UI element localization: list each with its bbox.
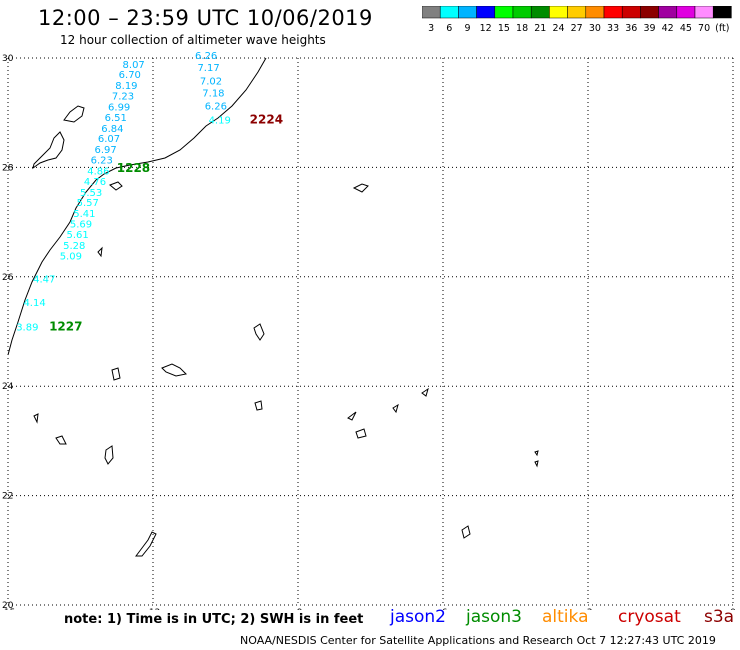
island-j	[33, 413, 39, 424]
legend-label: 33	[607, 23, 619, 34]
legend-label: 15	[498, 23, 510, 34]
satellite-name: jason2	[390, 607, 446, 627]
island-n	[534, 450, 539, 457]
wave-height-value: 5.61	[66, 230, 88, 241]
wave-height-value: 4.47	[33, 274, 55, 285]
island-o	[534, 460, 539, 468]
wave-height-value: 5.41	[73, 209, 95, 220]
canary-island-3	[97, 246, 103, 258]
wave-height-value: 6.84	[101, 124, 123, 135]
island-d	[111, 367, 121, 381]
wave-height-value: 6.07	[98, 134, 120, 145]
lat-tick-label: 30	[2, 54, 14, 64]
lat-tick-label: 28	[2, 163, 14, 173]
lat-lon-grid	[7, 57, 734, 606]
lat-tick-label: 20	[2, 601, 14, 610]
island-g	[355, 428, 367, 439]
island-b	[253, 323, 265, 341]
legend-label: 21	[534, 23, 546, 34]
legend-swatch	[712, 6, 732, 19]
lat-tick-label: 26	[2, 273, 14, 283]
credit-line: NOAA/NESDIS Center for Satellite Applica…	[240, 634, 716, 647]
legend-label: 12	[480, 23, 492, 34]
legend-label: 9	[464, 23, 470, 34]
altimeter-tracks: 8.076.708.197.236.996.516.846.076.976.23…	[16, 51, 283, 333]
wave-height-value: 4.19	[209, 116, 231, 127]
wave-height-value: 7.18	[202, 88, 224, 99]
wave-height-value: 6.26	[195, 51, 217, 62]
legend-label: 18	[516, 23, 528, 34]
wave-height-value: 5.57	[77, 198, 99, 209]
footer-note: note: 1) Time is in UTC; 2) SWH is in fe…	[64, 612, 364, 627]
track-time-label: 1227	[49, 319, 82, 333]
legend-label: 36	[625, 23, 637, 34]
island-i	[421, 387, 429, 397]
island-e	[254, 400, 263, 411]
wave-height-value: 4.14	[23, 298, 45, 309]
satellite-name: jason3	[466, 607, 522, 627]
satellite-name: cryosat	[618, 607, 681, 627]
wave-height-value: 6.70	[119, 70, 141, 81]
axis-tick-labels: -15 -12 -9 -6 -3 0 30 28 26 24 22 20	[1, 54, 736, 610]
lon-tick-label: -6	[439, 608, 448, 610]
wave-height-value: 8.19	[115, 81, 137, 92]
track-time-label: 2224	[250, 113, 283, 127]
legend-label: 27	[571, 23, 583, 34]
wave-height-value: 5.69	[70, 220, 92, 231]
island-a	[352, 183, 369, 193]
lon-tick-label: 0	[730, 608, 736, 610]
legend-label: 42	[662, 23, 674, 34]
wave-height-value: 6.23	[91, 156, 113, 167]
lon-tick-label: -12	[146, 608, 161, 610]
legend-label: 45	[680, 23, 692, 34]
wave-height-value: 7.23	[112, 92, 134, 103]
legend-label: 39	[643, 23, 655, 34]
wave-height-value: 6.97	[95, 145, 117, 156]
lon-tick-label: -3	[584, 608, 593, 610]
island-p	[135, 531, 157, 557]
canary-island-1	[63, 105, 85, 123]
canary-island-2	[109, 181, 123, 191]
satellite-name: s3a	[704, 607, 735, 627]
wave-height-map: 8.076.708.197.236.996.516.846.076.976.23…	[1, 51, 736, 610]
island-f	[347, 411, 357, 421]
wave-height-legend: 3 6 9 12 15 18 21 24 27 30 33 36 39 42 45 70 (ft)	[422, 6, 732, 34]
wave-height-value: 5.09	[60, 251, 82, 262]
map-title: 12:00 – 23:59 UTC 10/06/2019	[38, 6, 373, 30]
lat-tick-label: 22	[2, 492, 13, 502]
wave-height-value: 6.51	[105, 113, 127, 124]
wave-height-value: 4.76	[84, 177, 106, 188]
madeira-island	[32, 131, 65, 170]
wave-height-value: 8.07	[123, 60, 145, 71]
lon-tick-label: -15	[1, 608, 16, 610]
wave-height-value: 7.17	[197, 63, 219, 74]
wave-height-value: 7.02	[200, 76, 222, 87]
legend-label: 30	[589, 23, 601, 34]
wave-height-value: 6.26	[205, 101, 227, 112]
wave-height-value: 3.89	[16, 322, 38, 333]
island-m	[461, 525, 471, 539]
lon-tick-label: -9	[294, 608, 303, 610]
lat-tick-label: 24	[2, 382, 14, 392]
track-time-label: 1228	[117, 161, 150, 175]
legend-label: 70	[698, 23, 710, 34]
african-coastline	[7, 57, 267, 356]
island-h	[392, 403, 399, 414]
legend-label: (ft)	[715, 23, 729, 34]
legend-label: 24	[552, 23, 564, 34]
island-c	[161, 363, 188, 377]
satellite-name: altika	[542, 607, 589, 627]
legend-label: 6	[446, 23, 452, 34]
coastline	[7, 57, 539, 557]
wave-height-value: 5.28	[63, 241, 85, 252]
wave-height-value: 4.86	[87, 167, 109, 178]
island-l	[104, 445, 114, 465]
legend-label: 3	[428, 23, 434, 34]
wave-height-value: 5.53	[80, 188, 102, 199]
wave-height-value: 6.99	[108, 103, 130, 114]
map-subtitle: 12 hour collection of altimeter wave hei…	[60, 33, 326, 47]
island-k	[55, 435, 67, 445]
